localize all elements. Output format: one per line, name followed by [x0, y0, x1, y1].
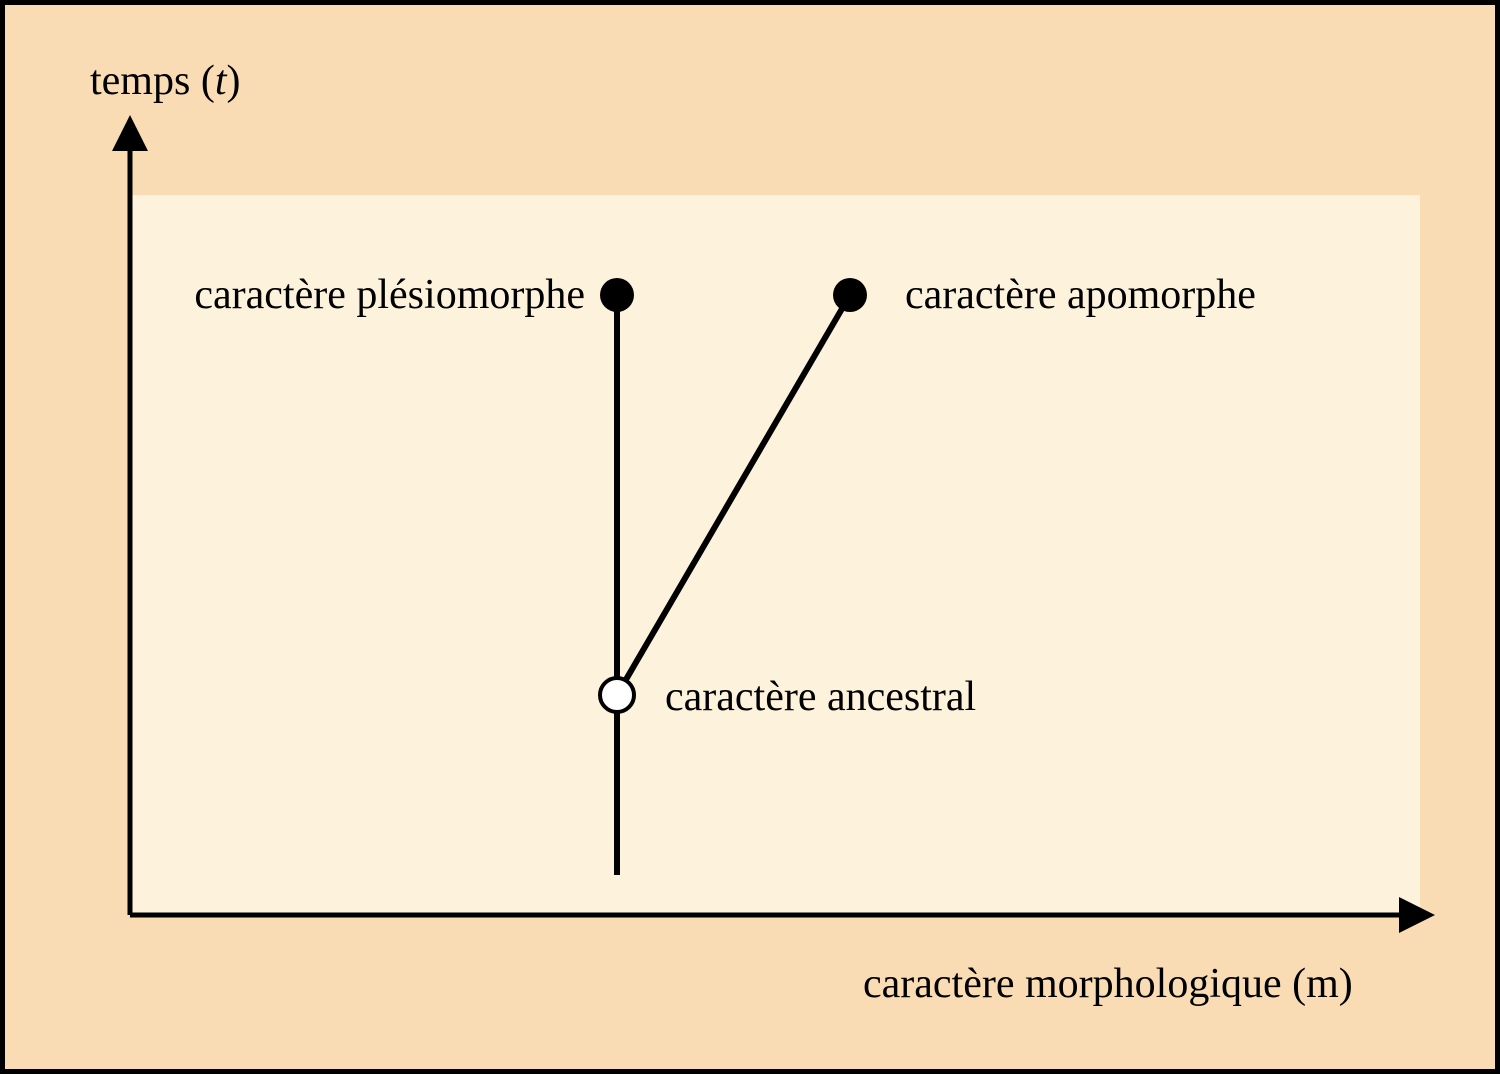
root-node [600, 678, 634, 712]
apo-label: caractère apomorphe [905, 271, 1256, 319]
y-axis-label-pre: temps ( [90, 58, 215, 104]
ancestral-label: caractère ancestral [665, 673, 976, 721]
apo-node [833, 278, 867, 312]
diagram-svg [5, 5, 1495, 1069]
diagram-frame: temps (t) caractère morphologique (m) ca… [0, 0, 1500, 1074]
y-axis-arrowhead [112, 115, 148, 151]
x-axis [130, 897, 1435, 933]
plesio-node [600, 278, 634, 312]
apo-branch-line [617, 295, 850, 695]
x-axis-arrowhead [1399, 897, 1435, 933]
x-axis-label: caractère morphologique (m) [863, 960, 1353, 1008]
y-axis [112, 115, 148, 915]
y-axis-label-post: ) [226, 58, 240, 104]
plesio-label: caractère plésiomorphe [194, 271, 585, 319]
y-axis-label: temps (t) [90, 57, 240, 105]
y-axis-label-var: t [215, 58, 227, 104]
